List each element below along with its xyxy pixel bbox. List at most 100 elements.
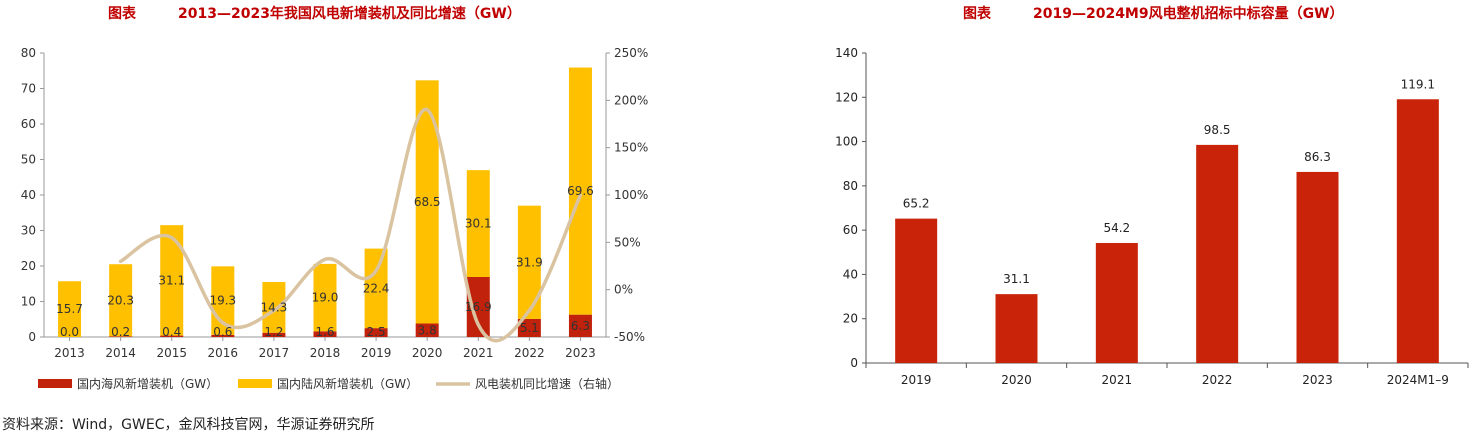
onshore-bar bbox=[160, 225, 184, 336]
x-tick-label: 2016 bbox=[208, 346, 239, 360]
right-y-tick-label: 100% bbox=[614, 188, 648, 202]
y-tick-label: 80 bbox=[843, 179, 858, 193]
x-tick-label: 2021 bbox=[463, 346, 494, 360]
tender-data-label: 86.3 bbox=[1304, 150, 1331, 164]
right-y-tick-label: 50% bbox=[614, 235, 641, 249]
offshore-bar bbox=[517, 318, 541, 337]
x-tick-label: 2013 bbox=[54, 346, 85, 360]
onshore-bar bbox=[109, 264, 133, 337]
y-tick-label: 120 bbox=[835, 90, 858, 104]
left-y-tick-label: 60 bbox=[21, 117, 36, 131]
onshore-data-label: 19.3 bbox=[209, 294, 236, 308]
onshore-data-label: 31.9 bbox=[516, 255, 543, 269]
x-tick-label: 2021 bbox=[1102, 373, 1133, 387]
x-tick-label: 2023 bbox=[1302, 373, 1333, 387]
right-y-tick-label: -50% bbox=[614, 330, 645, 344]
left-y-tick-label: 70 bbox=[21, 82, 36, 96]
onshore-data-label: 19.0 bbox=[312, 291, 339, 305]
left-y-tick-label: 30 bbox=[21, 224, 36, 238]
left-y-tick-label: 40 bbox=[21, 188, 36, 202]
offshore-bar bbox=[262, 332, 286, 337]
offshore-data-label: 0.2 bbox=[111, 325, 130, 339]
onshore-data-label: 22.4 bbox=[363, 281, 390, 295]
onshore-bar bbox=[262, 281, 286, 333]
left-chart-title-prefix: 图表 bbox=[108, 6, 136, 22]
offshore-data-label: 3.8 bbox=[418, 323, 437, 337]
x-tick-label: 2022 bbox=[1202, 373, 1233, 387]
right-y-tick-label: 0% bbox=[614, 283, 633, 297]
y-tick-label: 100 bbox=[835, 135, 858, 149]
offshore-data-label: 2.5 bbox=[367, 325, 386, 339]
onshore-data-label: 69.6 bbox=[567, 184, 594, 198]
offshore-data-label: 0.4 bbox=[162, 325, 181, 339]
onshore-data-label: 14.3 bbox=[261, 300, 288, 314]
x-tick-label: 2022 bbox=[514, 346, 545, 360]
left-y-tick-label: 20 bbox=[21, 259, 36, 273]
legend-growth-label: 风电装机同比增速（右轴） bbox=[475, 376, 619, 391]
legend-offshore-label: 国内海风新增装机（GW） bbox=[77, 376, 218, 391]
left-y-tick-label: 80 bbox=[21, 46, 36, 60]
y-tick-label: 20 bbox=[843, 312, 858, 326]
onshore-bar bbox=[364, 248, 388, 329]
y-tick-label: 140 bbox=[835, 46, 858, 60]
offshore-bar bbox=[313, 331, 337, 337]
x-tick-label: 2019 bbox=[901, 373, 932, 387]
left-y-tick-label: 50 bbox=[21, 153, 36, 167]
onshore-bar bbox=[466, 170, 490, 278]
right-y-tick-label: 200% bbox=[614, 93, 648, 107]
legend-onshore-label: 国内陆风新增装机（GW） bbox=[277, 376, 418, 391]
x-tick-label: 2020 bbox=[412, 346, 443, 360]
onshore-data-label: 31.1 bbox=[158, 273, 185, 287]
x-tick-label: 2023 bbox=[565, 346, 596, 360]
right-y-tick-label: 150% bbox=[614, 141, 648, 155]
left-y-tick-label: 0 bbox=[28, 330, 36, 344]
growth-rate-line bbox=[118, 108, 583, 343]
onshore-bar bbox=[568, 67, 592, 315]
offshore-data-label: 6.3 bbox=[571, 319, 590, 333]
right-chart-title-prefix: 图表 bbox=[963, 6, 991, 22]
tender-bar bbox=[895, 218, 938, 363]
onshore-bar bbox=[58, 281, 82, 337]
source-note: 资料来源：Wind，GWEC，金风科技官网，华源证券研究所 bbox=[2, 417, 375, 433]
offshore-data-label: 1.6 bbox=[315, 325, 334, 339]
onshore-data-label: 68.5 bbox=[414, 195, 441, 209]
offshore-bar bbox=[109, 336, 133, 337]
offshore-data-label: 16.9 bbox=[465, 300, 492, 314]
offshore-data-label: 0.0 bbox=[60, 325, 79, 339]
legend-onshore-swatch bbox=[238, 379, 272, 388]
tender-data-label: 54.2 bbox=[1103, 221, 1130, 235]
onshore-data-label: 20.3 bbox=[107, 293, 134, 307]
onshore-bar bbox=[313, 263, 337, 332]
x-tick-label: 2019 bbox=[361, 346, 392, 360]
y-tick-label: 0 bbox=[850, 356, 858, 370]
x-tick-label: 2017 bbox=[259, 346, 290, 360]
tender-bar bbox=[1095, 242, 1138, 363]
tender-bar bbox=[1396, 99, 1439, 364]
offshore-bar bbox=[364, 328, 388, 337]
tender-data-label: 65.2 bbox=[903, 197, 930, 211]
y-tick-label: 40 bbox=[843, 267, 858, 281]
offshore-data-label: 5.1 bbox=[520, 321, 539, 335]
offshore-data-label: 1.2 bbox=[264, 325, 283, 339]
tender-bar bbox=[1296, 171, 1339, 363]
right-y-tick-label: 250% bbox=[614, 46, 648, 60]
left-chart-title: 图表 2013—2023年我国风电新增装机及同比增速（GW） bbox=[108, 3, 521, 23]
offshore-bar bbox=[160, 335, 184, 337]
tender-data-label: 31.1 bbox=[1003, 272, 1030, 286]
legend-offshore-swatch bbox=[38, 379, 72, 388]
left-y-tick-label: 10 bbox=[21, 295, 36, 309]
x-tick-label: 2014 bbox=[105, 346, 136, 360]
x-tick-label: 2020 bbox=[1001, 373, 1032, 387]
right-chart-title: 图表 2019—2024M9风电整机招标中标容量（GW） bbox=[963, 3, 1344, 23]
tender-bar bbox=[995, 294, 1038, 363]
x-tick-label: 2018 bbox=[310, 346, 341, 360]
tender-bar bbox=[1196, 144, 1239, 363]
offshore-bar bbox=[211, 334, 235, 337]
left-chart-title-text: 2013—2023年我国风电新增装机及同比增速（GW） bbox=[178, 6, 521, 22]
tender-data-label: 98.5 bbox=[1204, 123, 1231, 137]
offshore-bar bbox=[415, 323, 439, 337]
onshore-bar bbox=[517, 205, 541, 319]
